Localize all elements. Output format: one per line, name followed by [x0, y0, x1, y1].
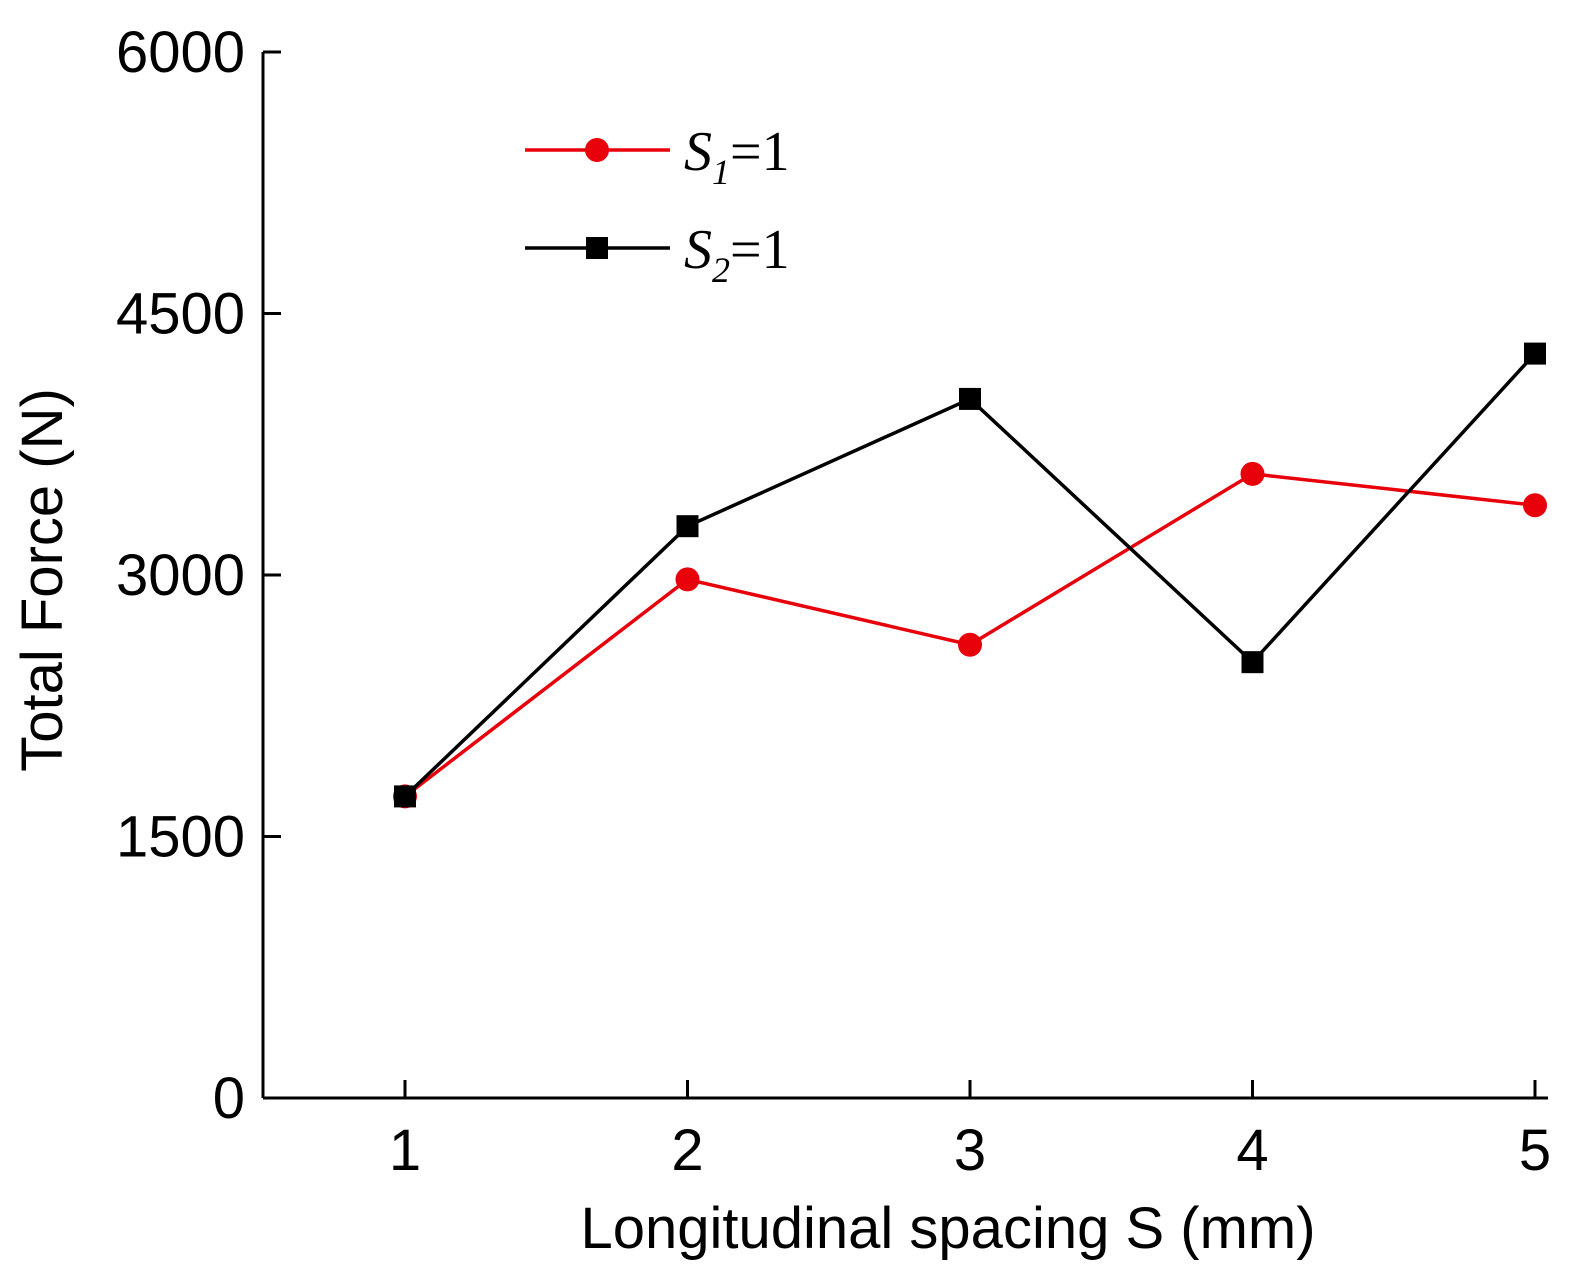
- x-tick-label: 5: [1519, 1118, 1551, 1183]
- data-point-circle: [1523, 493, 1547, 518]
- plot-area: 0 1500 3000 4500 6000 1 2 3 4 5: [116, 20, 1551, 1183]
- y-tick-label: 1500: [116, 805, 245, 870]
- y-ticks: 0 1500 3000 4500 6000: [116, 20, 281, 1131]
- series-line: [403, 352, 1537, 798]
- x-ticks: 1 2 3 4 5: [389, 1080, 1551, 1183]
- legend-marker-square: [586, 237, 608, 259]
- x-tick-label: 2: [671, 1118, 703, 1183]
- legend-marker-circle: [585, 138, 609, 162]
- data-point-square: [394, 785, 416, 808]
- x-axis-title: Longitudinal spacing S (mm): [580, 1196, 1315, 1261]
- data-point-circle: [1240, 461, 1265, 486]
- legend-label: S2=1: [684, 219, 790, 290]
- x-tick-label: 4: [1236, 1118, 1268, 1183]
- series-layer: [393, 342, 1547, 809]
- y-tick-label: 4500: [116, 282, 245, 347]
- data-point-square: [1241, 651, 1264, 674]
- legend-item-1: S1=1: [525, 121, 790, 192]
- y-tick-label: 3000: [116, 543, 245, 608]
- series-1: [393, 461, 1547, 809]
- y-axis-title: Total Force (N): [10, 388, 75, 772]
- data-point-square: [1524, 342, 1546, 365]
- data-point-square: [959, 387, 981, 410]
- data-point-circle: [675, 567, 700, 592]
- y-tick-label: 6000: [116, 20, 245, 85]
- data-point-square: [676, 515, 699, 538]
- legend: S1=1 S2=1: [525, 121, 790, 290]
- y-tick-label: 0: [213, 1066, 245, 1131]
- x-tick-label: 1: [389, 1118, 421, 1183]
- legend-item-2: S2=1: [525, 219, 790, 290]
- data-point-circle: [958, 632, 982, 657]
- series-2: [394, 342, 1546, 808]
- x-tick-label: 3: [954, 1118, 986, 1183]
- legend-label: S1=1: [684, 121, 790, 192]
